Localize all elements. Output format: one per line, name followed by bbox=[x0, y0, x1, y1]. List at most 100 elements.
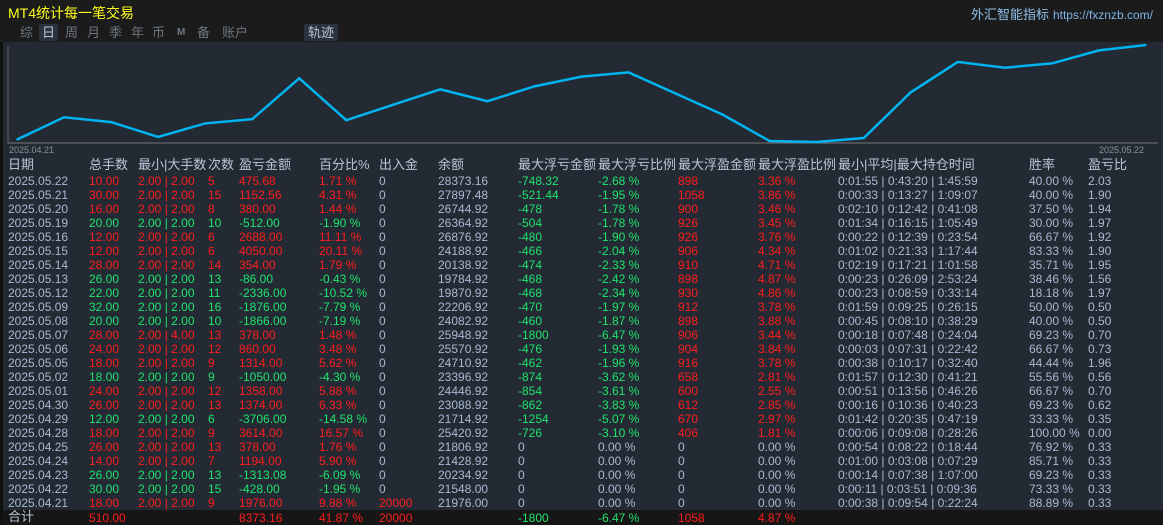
balance-point bbox=[580, 75, 583, 78]
cell-trade-count: 9 bbox=[208, 426, 215, 440]
cell-trade-count: 6 bbox=[208, 412, 215, 426]
cell-win-rate: 85.71 % bbox=[1029, 454, 1074, 468]
cell-win-rate: 37.50 % bbox=[1029, 202, 1074, 216]
cell-total-lots: 20.00 bbox=[89, 216, 120, 230]
cell-balance: 24082.92 bbox=[438, 314, 489, 328]
balance-point bbox=[63, 116, 65, 119]
cell-win-rate: 18.18 % bbox=[1029, 286, 1074, 300]
cell-hold-time: 0:00:51 | 0:13:56 | 0:46:26 bbox=[838, 384, 978, 398]
cell-max-float-profit: 926 bbox=[678, 216, 699, 230]
nav-tab-9[interactable]: 账户 bbox=[222, 25, 249, 40]
cell-balance: 26364.92 bbox=[438, 216, 489, 230]
cell-date: 2025.05.01 bbox=[8, 384, 69, 398]
cell-percent: 20.11 % bbox=[319, 244, 363, 258]
cell-date: 2025.04.24 bbox=[8, 454, 69, 468]
cell-balance: 26876.92 bbox=[438, 230, 489, 244]
cell-max-float-loss: -460 bbox=[518, 314, 543, 328]
cell-hold-time: 0:00:33 | 0:13:27 | 1:09:07 bbox=[838, 188, 978, 202]
cell-max-float-loss-pct: -1.90 % bbox=[598, 230, 640, 244]
cell-trade-count: 15 bbox=[208, 482, 222, 496]
cell-deposit: 0 bbox=[379, 454, 386, 468]
balance-point bbox=[110, 121, 112, 123]
cell-max-float-profit: 0 bbox=[678, 496, 685, 510]
cell-max-float-profit: 0 bbox=[678, 440, 685, 454]
cell-pnl: -2336.00 bbox=[239, 286, 287, 300]
cell-deposit: 0 bbox=[379, 398, 386, 412]
nav-tab-0[interactable]: 综 bbox=[20, 25, 34, 40]
header-min-max-lots: 最小|大手数 bbox=[138, 157, 207, 172]
cell-date: 2025.04.23 bbox=[8, 468, 69, 482]
cell-max-float-loss: 0 bbox=[518, 440, 525, 454]
cell-max-float-profit: 1058 bbox=[678, 188, 705, 202]
total-max-float-profit-pct: 4.87 % bbox=[758, 511, 796, 525]
nav-tab-2[interactable]: 周 bbox=[65, 25, 79, 40]
cell-max-float-loss: -874 bbox=[518, 370, 543, 384]
balance-point bbox=[1004, 66, 1006, 69]
cell-percent: 1.48 % bbox=[319, 328, 357, 342]
cell-deposit: 0 bbox=[379, 314, 386, 328]
nav-tab-4[interactable]: 季 bbox=[109, 25, 123, 40]
cell-win-rate: 44.44 % bbox=[1029, 356, 1074, 370]
cell-max-float-loss-pct: -1.93 % bbox=[598, 342, 640, 356]
header-profit-loss-ratio: 盈亏比 bbox=[1088, 157, 1128, 172]
cell-profit-loss-ratio: 2.03 bbox=[1088, 174, 1112, 188]
cell-max-float-profit: 898 bbox=[678, 174, 699, 188]
track-button[interactable]: 轨迹 bbox=[304, 24, 339, 41]
nav-tab-5[interactable]: 年 bbox=[131, 25, 145, 40]
cell-hold-time: 0:00:22 | 0:12:39 | 0:23:54 bbox=[838, 230, 978, 244]
cell-deposit: 0 bbox=[379, 384, 386, 398]
cell-balance: 21976.00 bbox=[438, 496, 489, 510]
nav-tab-3[interactable]: 月 bbox=[87, 25, 101, 40]
cell-max-float-profit: 906 bbox=[678, 328, 699, 342]
brand-url-link[interactable]: https://fxznzb.com/ bbox=[1052, 8, 1153, 22]
cell-profit-loss-ratio: 1.95 bbox=[1088, 258, 1112, 272]
nav-tab-6[interactable]: 币 bbox=[152, 25, 166, 40]
balance-point bbox=[768, 140, 771, 142]
cell-percent: 6.33 % bbox=[319, 398, 357, 412]
cell-pnl: -512.00 bbox=[239, 216, 280, 230]
cell-max-float-loss-pct: -1.78 % bbox=[598, 216, 640, 230]
cell-total-lots: 30.00 bbox=[89, 188, 120, 202]
balance-point bbox=[862, 137, 865, 139]
nav-tab-8[interactable]: 备 bbox=[197, 25, 211, 40]
balance-point bbox=[345, 119, 348, 122]
cell-hold-time: 0:00:23 | 0:08:59 | 0:33:14 bbox=[838, 286, 978, 300]
cell-win-rate: 88.89 % bbox=[1029, 496, 1074, 510]
cell-max-float-loss: -474 bbox=[518, 258, 543, 272]
header-hold-time: 最小|平均|最大持仓时间 bbox=[838, 157, 975, 172]
balance-point bbox=[1098, 49, 1100, 52]
x-tick-label: 2025.04.21 bbox=[9, 145, 54, 155]
cell-pnl: 1194.00 bbox=[239, 454, 282, 468]
cell-max-float-loss: -726 bbox=[518, 426, 543, 440]
cell-max-float-loss-pct: -3.10 % bbox=[598, 426, 640, 440]
cell-hold-time: 0:00:54 | 0:08:22 | 0:18:44 bbox=[838, 440, 978, 454]
cell-date: 2025.05.08 bbox=[8, 314, 69, 328]
cell-total-lots: 24.00 bbox=[89, 342, 120, 356]
cell-deposit: 0 bbox=[379, 272, 386, 286]
cell-total-lots: 24.00 bbox=[89, 384, 120, 398]
cell-trade-count: 12 bbox=[208, 342, 222, 356]
cell-percent: 5.90 % bbox=[319, 454, 357, 468]
cell-total-lots: 18.00 bbox=[89, 426, 120, 440]
cell-deposit: 20000 bbox=[379, 496, 413, 510]
title-bar: MT4统计每一笔交易 外汇智能指标 https://fxznzb.com/ bbox=[0, 0, 1163, 22]
cell-hold-time: 0:02:19 | 0:17:21 | 1:01:58 bbox=[838, 258, 978, 272]
cell-max-float-loss: -1800 bbox=[518, 328, 549, 342]
total-label: 合计 bbox=[8, 509, 35, 524]
cell-min-max-lots: 2.00 | 2.00 bbox=[138, 384, 195, 398]
cell-date: 2025.05.09 bbox=[8, 300, 69, 314]
cell-percent: -14.58 % bbox=[319, 412, 368, 426]
cell-date: 2025.05.12 bbox=[8, 286, 69, 300]
cell-hold-time: 0:00:38 | 0:09:54 | 0:22:24 bbox=[838, 496, 978, 510]
cell-total-lots: 32.00 bbox=[89, 300, 120, 314]
balance-chart-svg: 2025.04.21 2025.05.22 bbox=[7, 43, 1158, 155]
cell-hold-time: 0:00:16 | 0:10:36 | 0:40:23 bbox=[838, 398, 978, 412]
nav-tab-7[interactable]: M bbox=[177, 27, 186, 38]
cell-max-float-profit: 0 bbox=[678, 482, 685, 496]
cell-date: 2025.05.14 bbox=[8, 258, 69, 272]
cell-max-float-profit-pct: 0.00 % bbox=[758, 440, 796, 454]
cell-deposit: 0 bbox=[379, 412, 386, 426]
nav-tab-1[interactable]: 日 bbox=[39, 24, 59, 41]
cell-min-max-lots: 2.00 | 2.00 bbox=[138, 412, 195, 426]
cell-win-rate: 66.67 % bbox=[1029, 342, 1074, 356]
